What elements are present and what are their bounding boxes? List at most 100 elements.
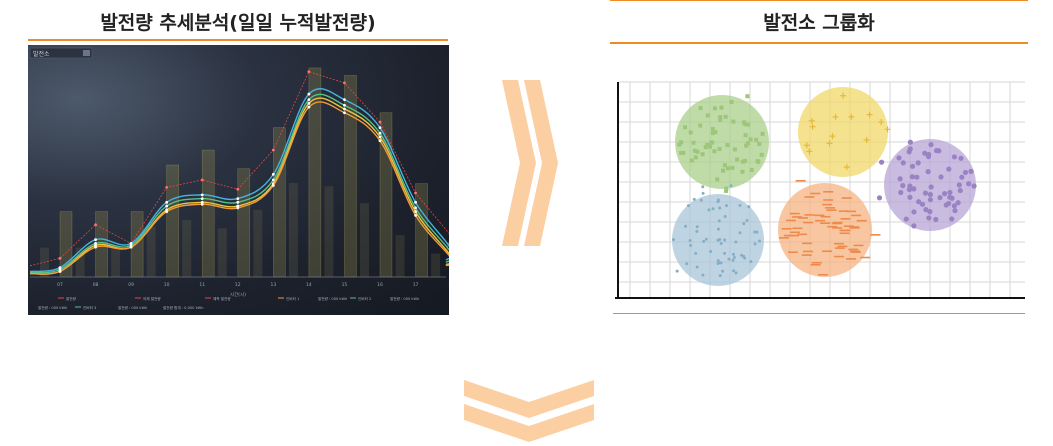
- generation-bar: [273, 127, 286, 278]
- inverter-line: [29, 101, 449, 275]
- data-point: [708, 144, 713, 149]
- data-point: [734, 271, 738, 275]
- data-point: [740, 159, 745, 164]
- data-point: [721, 168, 726, 173]
- data-point: [709, 249, 713, 253]
- data-point: [705, 142, 710, 147]
- data-point: [928, 142, 934, 148]
- data-point: [689, 158, 694, 163]
- data-point: [947, 189, 953, 196]
- data-point: [711, 131, 716, 136]
- chevron-right-icon: [502, 80, 558, 246]
- data-point: [705, 113, 710, 118]
- data-point: [681, 150, 686, 155]
- data-point: [747, 205, 751, 209]
- data-point: [271, 178, 275, 182]
- data-point: [738, 231, 742, 235]
- yesterday-bar: [431, 253, 441, 277]
- data-point: [694, 251, 698, 255]
- inverter-line: [29, 97, 449, 275]
- data-point: [236, 187, 240, 191]
- data-point: [957, 187, 963, 194]
- data-point: [701, 191, 705, 195]
- right-top-rule: [610, 0, 1028, 1]
- data-point: [200, 193, 204, 197]
- data-point: [966, 181, 972, 187]
- data-point: [58, 256, 62, 260]
- data-point: [743, 133, 748, 138]
- data-point: [307, 92, 311, 96]
- data-point: [717, 261, 721, 265]
- data-point: [689, 243, 693, 247]
- data-point: [271, 148, 275, 152]
- generation-bar: [237, 168, 251, 278]
- data-point: [759, 152, 764, 157]
- data-point: [730, 165, 735, 170]
- data-point: [911, 186, 917, 192]
- data-point: [722, 163, 727, 168]
- data-point: [709, 140, 714, 145]
- data-point: [745, 219, 749, 223]
- data-point: [725, 143, 730, 148]
- yesterday-bar: [395, 235, 405, 277]
- right-title-underline: [610, 42, 1028, 44]
- data-point: [927, 191, 933, 198]
- data-point: [729, 184, 733, 188]
- data-point: [951, 203, 957, 209]
- data-point: [271, 184, 275, 187]
- data-point: [200, 202, 204, 206]
- data-point: [718, 115, 723, 120]
- data-point: [956, 182, 962, 188]
- data-point: [671, 238, 675, 242]
- data-point: [745, 94, 750, 99]
- data-point: [698, 123, 703, 128]
- data-point: [922, 150, 928, 156]
- data-point: [378, 126, 382, 130]
- data-point: [704, 237, 708, 241]
- data-point: [719, 242, 723, 246]
- data-point: [717, 146, 722, 151]
- data-point: [735, 157, 740, 162]
- data-point: [165, 204, 169, 208]
- data-point: [753, 230, 757, 234]
- data-point: [414, 214, 417, 217]
- data-point: [715, 177, 720, 182]
- data-point: [748, 137, 753, 142]
- left-title-underline: [28, 39, 448, 41]
- plant-select-label: 발전소: [33, 50, 50, 58]
- data-point: [876, 195, 883, 201]
- generation-trend-dashboard: 발전소 07 08 09 10 11 12 13 14 15 16 17 18 시간(시) 발전량 어제 발전…: [28, 45, 449, 315]
- data-point: [701, 185, 705, 189]
- data-point: [926, 151, 932, 158]
- cluster-orange: [778, 183, 872, 277]
- data-point: [695, 229, 699, 233]
- data-point: [683, 125, 688, 130]
- data-point: [731, 119, 736, 124]
- data-point: [958, 155, 964, 161]
- plant-select[interactable]: 발전소: [29, 47, 93, 59]
- x-tick-label: 15: [342, 282, 348, 288]
- data-point: [952, 208, 958, 214]
- data-point: [749, 260, 753, 264]
- data-point: [686, 204, 690, 208]
- data-point: [718, 206, 722, 210]
- legend-item: 발전량: [66, 296, 77, 301]
- data-point: [732, 269, 736, 273]
- data-point: [343, 103, 346, 107]
- data-point: [165, 200, 169, 204]
- data-point: [745, 122, 750, 127]
- data-point: [236, 206, 240, 210]
- legend-item: 인버터 3: [83, 305, 96, 310]
- data-point: [701, 273, 705, 277]
- forecast-line: [29, 71, 449, 267]
- data-point: [717, 219, 721, 223]
- inverter-line: [29, 93, 449, 274]
- data-point: [695, 225, 699, 229]
- data-point: [922, 190, 929, 196]
- data-point: [909, 174, 915, 180]
- data-point: [927, 209, 933, 215]
- legend-item: 발전량 : 000 kWh: [390, 296, 419, 301]
- data-point: [378, 120, 382, 124]
- data-point: [914, 174, 920, 180]
- data-point: [700, 152, 705, 157]
